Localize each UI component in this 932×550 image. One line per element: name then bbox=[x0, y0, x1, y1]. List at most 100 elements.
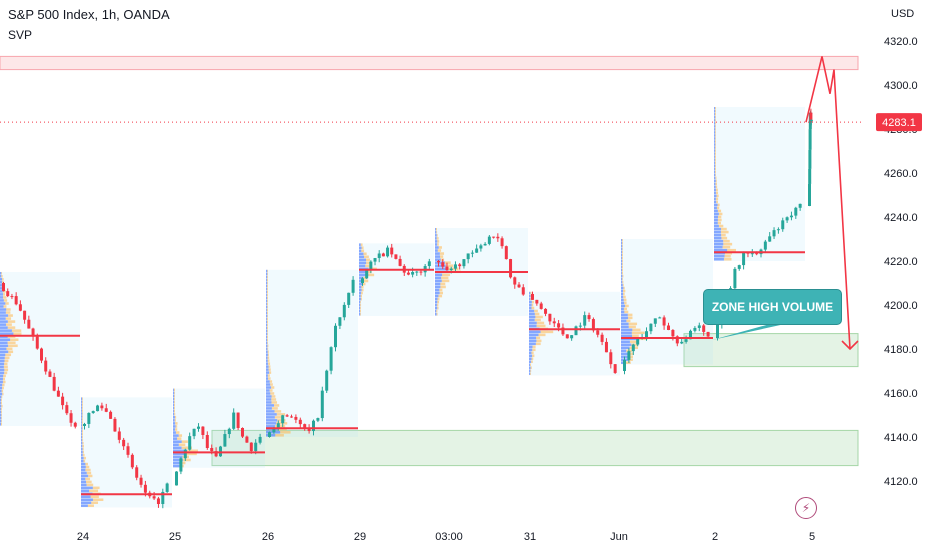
volume-bar-up bbox=[0, 395, 2, 399]
y-tick-label: 4200.0 bbox=[884, 300, 918, 312]
last-price-value: 4283.1 bbox=[882, 117, 916, 129]
volume-bar-up bbox=[435, 258, 441, 261]
volume-bar-down bbox=[621, 271, 623, 275]
candle-body bbox=[254, 442, 258, 452]
candle-body bbox=[249, 442, 253, 452]
candle-body bbox=[6, 291, 10, 297]
candle-body bbox=[475, 248, 479, 253]
volume-bar-down bbox=[174, 397, 175, 401]
volume-bar-up bbox=[0, 413, 2, 417]
volume-bar-down bbox=[2, 383, 5, 387]
volume-bar-down bbox=[82, 424, 83, 427]
volume-bar-up bbox=[81, 447, 83, 451]
volume-bar-down bbox=[2, 290, 6, 293]
candle-body bbox=[126, 446, 130, 455]
volume-bar-down bbox=[266, 308, 268, 312]
volume-bar-up bbox=[173, 406, 175, 410]
candle-body bbox=[781, 220, 785, 230]
volume-bar-down bbox=[182, 458, 191, 462]
volume-bar-up bbox=[173, 431, 176, 434]
volume-bar-up bbox=[621, 247, 623, 251]
volume-bar-down bbox=[440, 255, 444, 258]
volume-bar-down bbox=[437, 300, 440, 304]
volume-bar-down bbox=[538, 333, 546, 337]
volume-bar-down bbox=[531, 357, 534, 361]
volume-bar-down bbox=[10, 338, 19, 341]
volume-bar-up bbox=[529, 324, 537, 328]
volume-bar-up bbox=[359, 246, 362, 249]
profile-box bbox=[359, 243, 434, 316]
volume-bar-up bbox=[714, 164, 716, 167]
y-tick-label: 4220.0 bbox=[884, 256, 918, 268]
volume-bar-up bbox=[266, 275, 268, 279]
volume-bar-down bbox=[368, 273, 375, 277]
volume-bar-up bbox=[714, 212, 719, 216]
volume-bar-down bbox=[721, 233, 726, 237]
volume-bar-up bbox=[359, 297, 361, 301]
lightning-bolt-icon[interactable]: ⚡ bbox=[795, 497, 817, 519]
volume-bar-up bbox=[0, 296, 4, 299]
volume-bar-down bbox=[622, 262, 623, 266]
volume-bar-down bbox=[723, 257, 732, 261]
y-axis[interactable]: 4320.04300.04280.04260.04240.04220.04200… bbox=[884, 36, 918, 488]
volume-bar-up bbox=[714, 194, 717, 198]
candle-body bbox=[104, 408, 108, 412]
candle-body bbox=[307, 428, 311, 432]
volume-bar-up bbox=[0, 350, 9, 354]
volume-bar-down bbox=[81, 433, 83, 436]
volume-bar-up bbox=[714, 254, 725, 258]
volume-bar-up bbox=[266, 329, 268, 333]
volume-bar-down bbox=[1, 404, 3, 408]
volume-bar-up bbox=[173, 388, 174, 392]
volume-bar-down bbox=[7, 341, 16, 345]
indicator-label[interactable]: SVP bbox=[8, 28, 33, 42]
candle-body bbox=[645, 331, 648, 338]
volume-bar-down bbox=[436, 234, 438, 237]
volume-bar-down bbox=[267, 329, 268, 333]
volume-bar-up bbox=[0, 356, 5, 360]
volume-bar-down bbox=[717, 209, 722, 213]
volume-bar-down bbox=[531, 306, 535, 310]
volume-bar-down bbox=[276, 413, 286, 416]
volume-bar-down bbox=[82, 397, 83, 400]
volume-bar-down bbox=[82, 409, 83, 412]
volume-bar-up bbox=[0, 272, 2, 275]
x-axis[interactable]: 24 25 26 29 03:00 31 Jun 2 5 bbox=[77, 531, 815, 543]
candle-body bbox=[40, 348, 43, 361]
volume-bar-up bbox=[81, 441, 83, 445]
volume-bar-down bbox=[621, 265, 623, 269]
volume-bar-down bbox=[266, 317, 268, 321]
zone-high-volume-callout[interactable]: ZONE HIGH VOLUME bbox=[703, 289, 842, 325]
volume-bar-up bbox=[435, 255, 441, 258]
volume-bar-up bbox=[714, 107, 716, 110]
candle-body bbox=[658, 317, 662, 319]
volume-bar-down bbox=[714, 155, 716, 158]
x-tick-label: 29 bbox=[354, 531, 366, 543]
volume-bar-up bbox=[621, 301, 625, 305]
volume-bar-down bbox=[1, 395, 3, 399]
volume-bar-up bbox=[621, 268, 622, 272]
candle-body bbox=[808, 183, 811, 206]
candle-body bbox=[285, 415, 289, 417]
volume-bar-down bbox=[271, 398, 277, 401]
volume-bar-up bbox=[435, 249, 438, 252]
volume-bar-up bbox=[621, 289, 623, 293]
volume-bar-up bbox=[621, 256, 622, 260]
volume-bar-down bbox=[184, 452, 197, 456]
volume-bar-down bbox=[361, 246, 364, 249]
volume-bar-up bbox=[714, 131, 716, 134]
volume-bar-down bbox=[0, 401, 2, 405]
volume-bar-up bbox=[81, 489, 90, 493]
volume-bar-down bbox=[437, 249, 442, 252]
candle-body bbox=[152, 496, 156, 499]
volume-bar-up bbox=[0, 287, 3, 290]
volume-bar-up bbox=[0, 398, 2, 402]
candle-body bbox=[693, 327, 697, 331]
volume-bar-down bbox=[536, 321, 545, 325]
volume-bar-up bbox=[714, 257, 724, 261]
volume-bar-up bbox=[435, 264, 446, 267]
volume-bar-down bbox=[7, 326, 16, 329]
volume-bar-up bbox=[359, 273, 369, 277]
volume-bar-up bbox=[529, 360, 532, 364]
